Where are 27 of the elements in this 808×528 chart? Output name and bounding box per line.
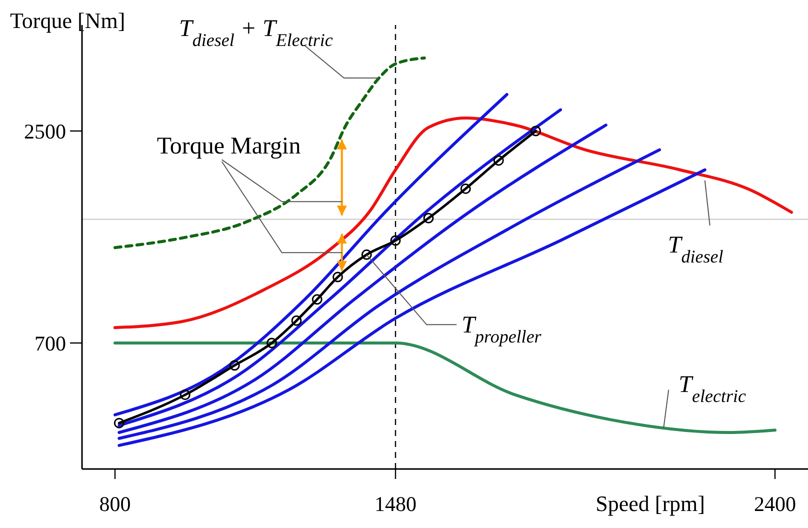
- point: [493, 155, 504, 166]
- point: [291, 315, 302, 326]
- annotation: Torque Margin: [156, 134, 301, 160]
- y-tick-label: 700: [34, 331, 66, 356]
- point: [180, 390, 190, 400]
- annotation: T$_{diesel}$ + T$_{Electric}$: [179, 16, 333, 50]
- point: [361, 249, 372, 260]
- annotation: T$_{electric}$: [678, 372, 746, 406]
- line-series: [118, 124, 608, 434]
- annotation: T$_{propeller}$: [462, 312, 542, 347]
- point: [114, 418, 124, 428]
- point: [312, 294, 322, 305]
- y-tick-label: 2500: [24, 119, 66, 144]
- point: [530, 126, 541, 136]
- point: [266, 338, 277, 348]
- point: [460, 183, 471, 194]
- point: [390, 235, 401, 246]
- point: [423, 212, 434, 224]
- x-tick-label: 2400: [754, 492, 796, 516]
- y-axis-title: Torque [Nm]: [10, 8, 126, 33]
- x-tick-label: 1480: [374, 492, 416, 516]
- point: [229, 360, 240, 371]
- x-axis-title: Speed [rpm]: [596, 491, 705, 516]
- x-tick-label: 800: [99, 492, 131, 516]
- point: [332, 272, 343, 282]
- annotation: T$_{diesel}$: [668, 232, 724, 266]
- line-series: [114, 56, 426, 250]
